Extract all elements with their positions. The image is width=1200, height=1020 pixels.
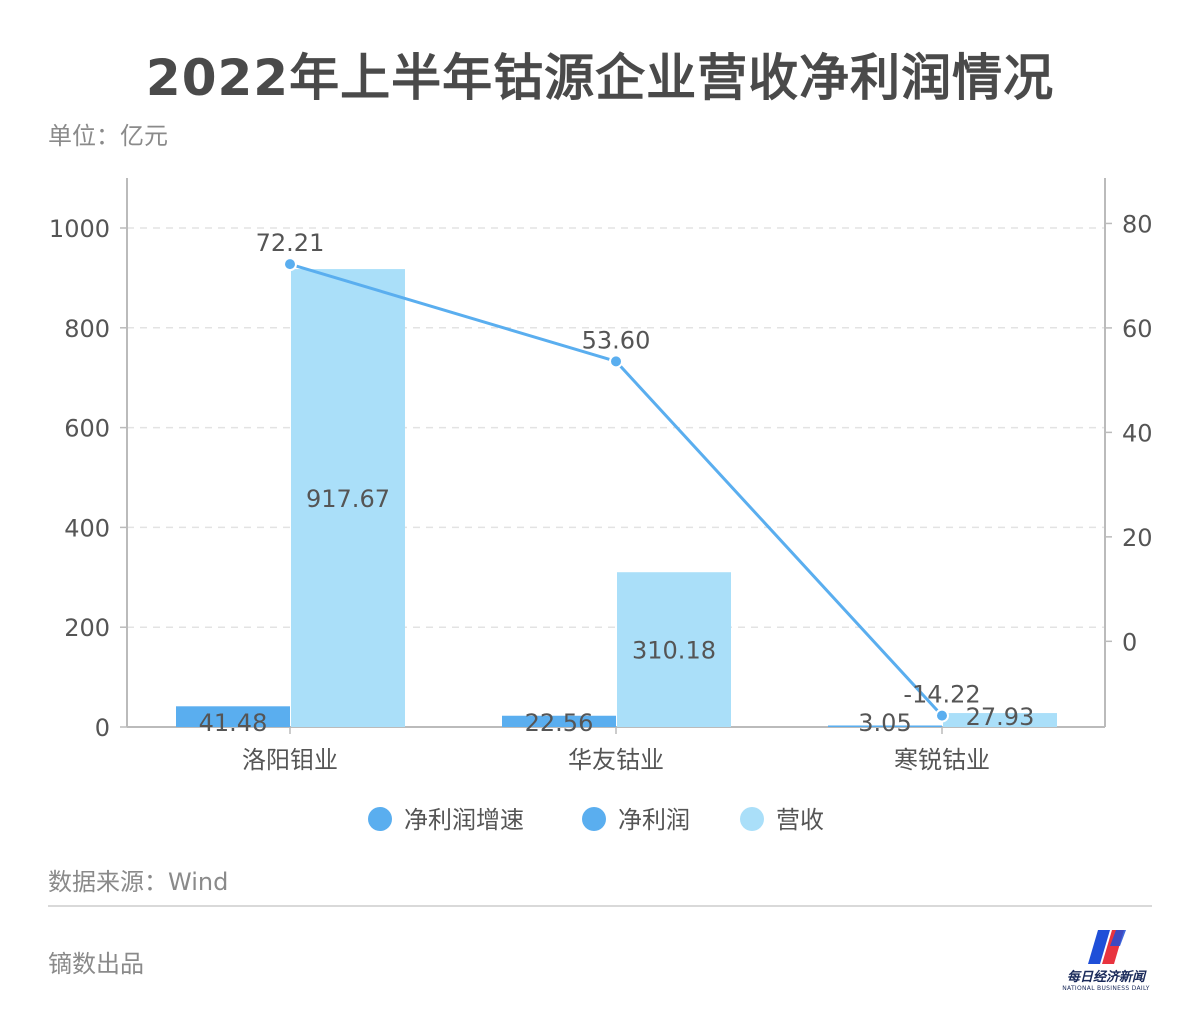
line-point-growth	[935, 708, 949, 723]
legend-label: 净利润增速	[404, 806, 524, 834]
producer-credit: 镝数出品	[48, 950, 144, 978]
left-tick-label: 400	[64, 514, 110, 542]
chart-title: 2022年上半年钴源企业营收净利润情况	[145, 49, 1055, 107]
right-tick-label: 40	[1122, 419, 1153, 447]
logo-text-en: NATIONAL BUSINESS DAILY	[1062, 985, 1150, 992]
data-source: 数据来源：Wind	[48, 868, 229, 896]
legend-marker	[368, 807, 392, 831]
bar-net-profit	[176, 706, 290, 727]
chart: 0 200 400 600 800 1000 0 20 40 60 80 洛阳钼业 41.48 917.6…	[49, 178, 1153, 834]
data-label-net-profit: 41.48	[199, 709, 268, 737]
nbd-logo-icon	[1088, 930, 1126, 964]
data-label-growth: 72.21	[256, 229, 325, 257]
data-label-net-profit: 22.56	[525, 709, 594, 737]
right-tick-label: 0	[1122, 628, 1137, 656]
category-label: 寒锐钴业	[894, 746, 990, 774]
legend-label: 营收	[776, 806, 824, 834]
bar-revenue	[291, 269, 405, 727]
bar-net-profit	[828, 725, 942, 727]
bar-revenue	[943, 713, 1057, 727]
left-tick-label: 0	[95, 714, 110, 742]
unit-label: 单位：亿元	[48, 122, 168, 150]
category-label: 洛阳钼业	[242, 746, 338, 774]
left-tick-label: 600	[64, 415, 110, 443]
left-tick-label: 800	[64, 315, 110, 343]
bar-revenue	[617, 572, 731, 727]
legend-label: 净利润	[618, 806, 690, 834]
divider	[48, 905, 1152, 907]
left-tick-label: 1000	[49, 215, 110, 243]
bar-net-profit	[502, 715, 616, 727]
category-label: 华友钴业	[568, 746, 664, 774]
logo-text-cn: 每日经济新闻	[1066, 970, 1145, 985]
legend-marker	[740, 807, 764, 831]
legend-marker	[582, 807, 606, 831]
data-label-net-profit: 3.05	[858, 709, 911, 737]
right-tick-label: 20	[1122, 524, 1153, 552]
line-point-growth	[609, 354, 623, 369]
data-label-revenue: 27.93	[966, 703, 1035, 731]
data-label-growth: -14.22	[903, 681, 980, 709]
left-tick-label: 200	[64, 614, 110, 642]
right-tick-label: 80	[1122, 210, 1153, 238]
data-label-revenue: 917.67	[306, 485, 390, 513]
data-label-growth: 53.60	[582, 326, 651, 354]
right-tick-label: 60	[1122, 315, 1153, 343]
line-point-growth	[283, 257, 297, 272]
data-label-revenue: 310.18	[632, 637, 716, 665]
